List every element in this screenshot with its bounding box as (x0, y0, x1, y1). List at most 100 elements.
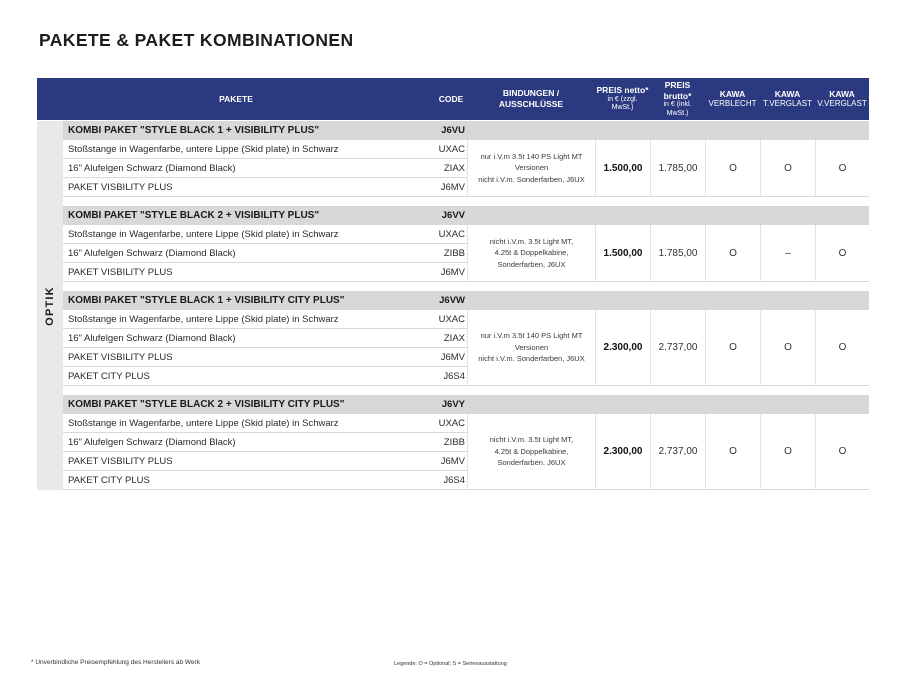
section-title: KOMBI PAKET "STYLE BLACK 1 + VISIBILITY … (68, 125, 320, 136)
table-row: Stoßstange in Wagenfarbe, untere Lippe (… (63, 310, 467, 329)
item-label: Stoßstange in Wagenfarbe, untere Lippe (… (68, 417, 339, 429)
bindungen-cell: nur i.V.m 3.5t 140 PS Light MT Versionen… (467, 310, 595, 386)
item-label: Stoßstange in Wagenfarbe, untere Lippe (… (68, 313, 339, 325)
column-header-bindungen-line1: BINDUNGEN / (502, 88, 560, 99)
item-code: ZIBB (443, 247, 465, 259)
item-code: J6MV (440, 266, 465, 278)
page-title: PAKETE & PAKET KOMBINATIONEN (39, 30, 354, 50)
section-title-row: KOMBI PAKET "STYLE BLACK 1 + VISIBILITY … (63, 121, 869, 140)
table-row: PAKET CITY PLUS J6S4 (63, 367, 467, 386)
preis-netto-cell: 1.500,00 (595, 225, 650, 282)
item-code: J6S4 (443, 370, 465, 382)
item-code: UXAC (438, 417, 465, 429)
column-header-pakete: PAKETE (219, 93, 253, 104)
kawa-verblecht-cell: O (705, 310, 760, 386)
column-header-preis-brutto: PREIS brutto* in € (inkl. MwSt.) (650, 78, 705, 120)
column-header-kawa-tverglast: KAWA T.VERGLAST (760, 78, 815, 120)
section-title-row: KOMBI PAKET "STYLE BLACK 2 + VISIBILITY … (63, 206, 869, 225)
item-code: ZIAX (443, 332, 465, 344)
item-label: PAKET CITY PLUS (68, 474, 150, 486)
kawa-verblecht-cell: O (705, 140, 760, 197)
item-code: UXAC (438, 228, 465, 240)
item-label: PAKET CITY PLUS (68, 370, 150, 382)
table-row: PAKET VISBILITY PLUS J6MV (63, 348, 467, 367)
kawa-vverglast-line2: V.VERGLAST (817, 99, 867, 109)
item-label: Stoßstange in Wagenfarbe, untere Lippe (… (68, 228, 339, 240)
table-row: 16" Alufelgen Schwarz (Diamond Black) ZI… (63, 244, 467, 263)
item-label: PAKET VISBILITY PLUS (68, 181, 173, 193)
kawa-vverglast-cell: O (815, 140, 869, 197)
preis-brutto-label: PREIS brutto* (663, 79, 692, 101)
item-label: 16" Alufelgen Schwarz (Diamond Black) (68, 247, 236, 259)
kawa-tverglast-line2: T.VERGLAST (763, 99, 812, 109)
kawa-verblecht-cell: O (705, 225, 760, 282)
package-section-j6vw: KOMBI PAKET "STYLE BLACK 1 + VISIBILITY … (63, 291, 869, 386)
preis-netto-cell: 1.500,00 (595, 140, 650, 197)
item-label: 16" Alufelgen Schwarz (Diamond Black) (68, 436, 236, 448)
kawa-tverglast-cell: O (760, 140, 815, 197)
category-band: OPTIK (37, 121, 63, 490)
bindungen-cell: nicht i.V.m. 3.5t Light MT, 4.25t & Dopp… (467, 414, 595, 490)
preis-brutto-cell: 2.737,00 (650, 414, 705, 490)
kawa-vverglast-cell: O (815, 414, 869, 490)
column-header-preis-netto: PREIS netto* in € (zzgl. MwSt.) (595, 78, 650, 120)
item-code: J6S4 (443, 474, 465, 486)
preis-brutto-sublabel: in € (inkl. MwSt.) (663, 101, 692, 117)
kawa-tverglast-line1: KAWA (774, 88, 801, 99)
package-section-j6vu: KOMBI PAKET "STYLE BLACK 1 + VISIBILITY … (63, 121, 869, 197)
kawa-vverglast-cell: O (815, 310, 869, 386)
preis-brutto-cell: 1.785,00 (650, 225, 705, 282)
item-label: PAKET VISBILITY PLUS (68, 455, 173, 467)
preis-netto-sublabel: in € (zzgl. MwSt.) (607, 95, 638, 112)
section-title: KOMBI PAKET "STYLE BLACK 2 + VISIBILITY … (68, 399, 345, 410)
item-code: UXAC (438, 143, 465, 155)
section-code: J6VW (439, 295, 465, 306)
kawa-vverglast-line1: KAWA (829, 88, 855, 99)
preis-brutto-cell: 2.737,00 (650, 310, 705, 386)
packages-table: PAKETE CODE BINDUNGEN / AUSSCHLÜSSE PREI… (37, 78, 869, 499)
item-label: Stoßstange in Wagenfarbe, untere Lippe (… (68, 143, 339, 155)
item-code: ZIAX (443, 162, 465, 174)
item-label: 16" Alufelgen Schwarz (Diamond Black) (68, 162, 236, 174)
item-label: PAKET VISBILITY PLUS (68, 351, 173, 363)
category-label: OPTIK (44, 285, 56, 326)
item-code: UXAC (438, 313, 465, 325)
package-section-j6vy: KOMBI PAKET "STYLE BLACK 2 + VISIBILITY … (63, 395, 869, 490)
section-title-row: KOMBI PAKET "STYLE BLACK 2 + VISIBILITY … (63, 395, 869, 414)
section-code: J6VU (441, 125, 465, 136)
kawa-verblecht-cell: O (705, 414, 760, 490)
item-label: 16" Alufelgen Schwarz (Diamond Black) (68, 332, 236, 344)
kawa-tverglast-cell: O (760, 310, 815, 386)
kawa-vverglast-cell: O (815, 225, 869, 282)
table-row: 16" Alufelgen Schwarz (Diamond Black) ZI… (63, 433, 467, 452)
section-code: J6VY (441, 399, 465, 410)
column-header-kawa-vverglast: KAWA V.VERGLAST (815, 78, 869, 120)
table-row: PAKET VISBILITY PLUS J6MV (63, 178, 467, 197)
column-header-bindungen-line2: AUSSCHLÜSSE (498, 99, 564, 109)
item-code: ZIBB (443, 436, 465, 448)
item-code: J6MV (440, 455, 465, 467)
kawa-verblecht-line2: VERBLECHT (708, 99, 757, 109)
preis-netto-cell: 2.300,00 (595, 310, 650, 386)
table-row: Stoßstange in Wagenfarbe, untere Lippe (… (63, 414, 467, 433)
table-row: Stoßstange in Wagenfarbe, untere Lippe (… (63, 140, 467, 159)
legend: Legende: O = Optional; S = Serienausstat… (394, 661, 507, 667)
kawa-verblecht-line1: KAWA (719, 88, 746, 99)
kawa-tverglast-cell: O (760, 414, 815, 490)
column-header-bindungen: BINDUNGEN / AUSSCHLÜSSE (467, 78, 595, 120)
column-header-code: CODE (438, 93, 464, 104)
table-row: 16" Alufelgen Schwarz (Diamond Black) ZI… (63, 159, 467, 178)
table-row: PAKET VISBILITY PLUS J6MV (63, 452, 467, 471)
bindungen-cell: nicht i.V.m. 3.5t Light MT, 4.25t & Dopp… (467, 225, 595, 282)
table-row: PAKET CITY PLUS J6S4 (63, 471, 467, 490)
item-code: J6MV (440, 181, 465, 193)
table-row: 16" Alufelgen Schwarz (Diamond Black) ZI… (63, 329, 467, 348)
item-label: PAKET VISBILITY PLUS (68, 266, 173, 278)
footnote: * Unverbindliche Preisempfehlung des Her… (31, 659, 200, 666)
preis-netto-label: PREIS netto* (596, 85, 649, 96)
preis-brutto-cell: 1.785,00 (650, 140, 705, 197)
table-row: PAKET VISBILITY PLUS J6MV (63, 263, 467, 282)
section-title: KOMBI PAKET "STYLE BLACK 1 + VISIBILITY … (68, 295, 345, 306)
table-header-row: PAKETE CODE BINDUNGEN / AUSSCHLÜSSE PREI… (37, 78, 869, 120)
